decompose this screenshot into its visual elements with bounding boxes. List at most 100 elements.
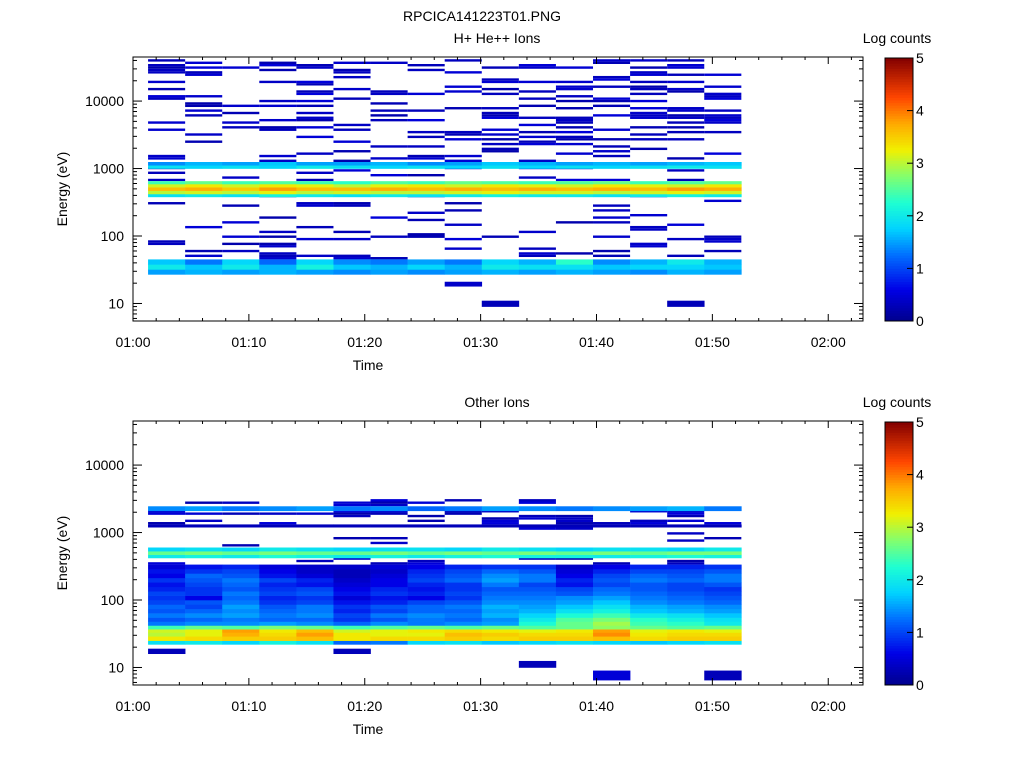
heatmap-cell — [407, 519, 445, 523]
heatmap-cell — [222, 544, 260, 547]
heatmap-cell — [259, 104, 297, 108]
heatmap-cell — [222, 632, 260, 637]
heatmap-cell — [185, 109, 223, 112]
heatmap-cell — [370, 640, 408, 645]
heatmap-cell — [407, 130, 445, 134]
heatmap-cell — [518, 629, 557, 633]
colorbar-swatch — [885, 569, 913, 573]
colorbar-tick-label: 1 — [916, 624, 924, 640]
heatmap-cell — [370, 554, 408, 559]
heatmap-cell — [185, 104, 223, 108]
heatmap-cell — [296, 99, 334, 103]
heatmap-cell — [222, 111, 260, 115]
heatmap-cell — [296, 613, 334, 618]
panel-title: Other Ions — [464, 394, 529, 410]
heatmap-cell — [222, 104, 260, 108]
heatmap-cell — [259, 604, 297, 610]
heatmap-cell — [630, 591, 668, 596]
heatmap-cell — [555, 632, 594, 637]
heatmap-cell — [630, 506, 668, 512]
colorbar-swatch — [885, 147, 913, 151]
heatmap-cell — [667, 600, 705, 605]
heatmap-cell — [333, 184, 371, 188]
heatmap-cell — [333, 648, 371, 655]
heatmap-cell — [630, 59, 668, 62]
colorbar-swatch — [885, 500, 913, 504]
colorbar-swatch — [885, 152, 913, 156]
heatmap-cell — [555, 625, 594, 630]
heatmap-cell — [370, 102, 408, 105]
heatmap-cell — [185, 613, 223, 618]
colorbar-swatch — [885, 537, 913, 541]
colorbar-swatch — [885, 445, 913, 449]
heatmap-cell — [481, 600, 520, 605]
heatmap-cell — [555, 640, 594, 645]
heatmap-cell — [593, 586, 631, 592]
heatmap-cell — [148, 242, 186, 246]
heatmap-cell — [296, 625, 334, 630]
heatmap-cell — [518, 506, 557, 512]
heatmap-cell — [370, 157, 408, 160]
colorbar-swatch — [885, 286, 913, 290]
heatmap-cell — [481, 564, 520, 570]
heatmap-cell — [555, 524, 594, 528]
heatmap-cell — [593, 254, 631, 258]
heatmap-cell — [704, 259, 742, 265]
colorbar-swatch — [885, 221, 913, 225]
heatmap-cell — [185, 582, 223, 588]
heatmap-cell — [667, 107, 705, 110]
colorbar-swatch — [885, 218, 913, 222]
colorbar-swatch — [885, 207, 913, 211]
colorbar-swatch — [885, 244, 913, 248]
heatmap-cell — [333, 604, 371, 610]
colorbar-swatch — [885, 595, 913, 599]
heatmap-cell — [704, 85, 742, 88]
colorbar-swatch — [885, 131, 913, 135]
colorbar-swatch — [885, 640, 913, 644]
heatmap-cell — [593, 522, 631, 525]
heatmap-cell — [333, 128, 371, 131]
heatmap-cell — [222, 187, 260, 191]
heatmap-cell — [593, 595, 631, 601]
heatmap-cell — [555, 514, 594, 518]
heatmap-cell — [185, 519, 223, 523]
heatmap-cell — [185, 547, 223, 552]
heatmap-cell — [407, 154, 445, 158]
colorbar-swatch — [885, 136, 913, 140]
heatmap-cell — [333, 150, 371, 153]
heatmap-cell — [222, 184, 260, 188]
heatmap-cell — [555, 252, 594, 255]
heatmap-cell — [407, 181, 445, 185]
heatmap-cell — [444, 259, 483, 265]
heatmap-cell — [593, 264, 631, 270]
heatmap-cell — [555, 126, 594, 129]
heatmap-cell — [518, 247, 556, 250]
heatmap-cell — [222, 600, 260, 605]
heatmap-cell — [630, 116, 668, 119]
colorbar-swatch — [885, 482, 913, 486]
heatmap-cell — [704, 269, 742, 275]
colorbar-swatch — [885, 598, 913, 602]
heatmap-cell — [148, 165, 186, 169]
heatmap-cell — [518, 499, 556, 502]
heatmap-cell — [518, 184, 557, 188]
colorbar-swatch — [885, 658, 913, 662]
colorbar-swatch — [885, 585, 913, 589]
heatmap-cell — [148, 269, 186, 275]
colorbar-swatch — [885, 202, 913, 206]
heatmap-cell — [630, 245, 668, 248]
heatmap-cell — [593, 221, 631, 224]
colorbar-swatch — [885, 624, 913, 628]
heatmap-cell — [407, 569, 445, 574]
heatmap-cell — [185, 621, 223, 626]
heatmap-cell — [148, 604, 186, 610]
heatmap-cell — [444, 133, 482, 136]
heatmap-cell — [444, 165, 483, 169]
heatmap-cell — [296, 126, 334, 129]
heatmap-cell — [481, 604, 520, 610]
heatmap-cell — [481, 625, 520, 630]
heatmap-cell — [148, 193, 186, 198]
heatmap-cell — [259, 512, 297, 515]
colorbar-swatch — [885, 97, 913, 101]
colorbar-swatch — [885, 487, 913, 491]
